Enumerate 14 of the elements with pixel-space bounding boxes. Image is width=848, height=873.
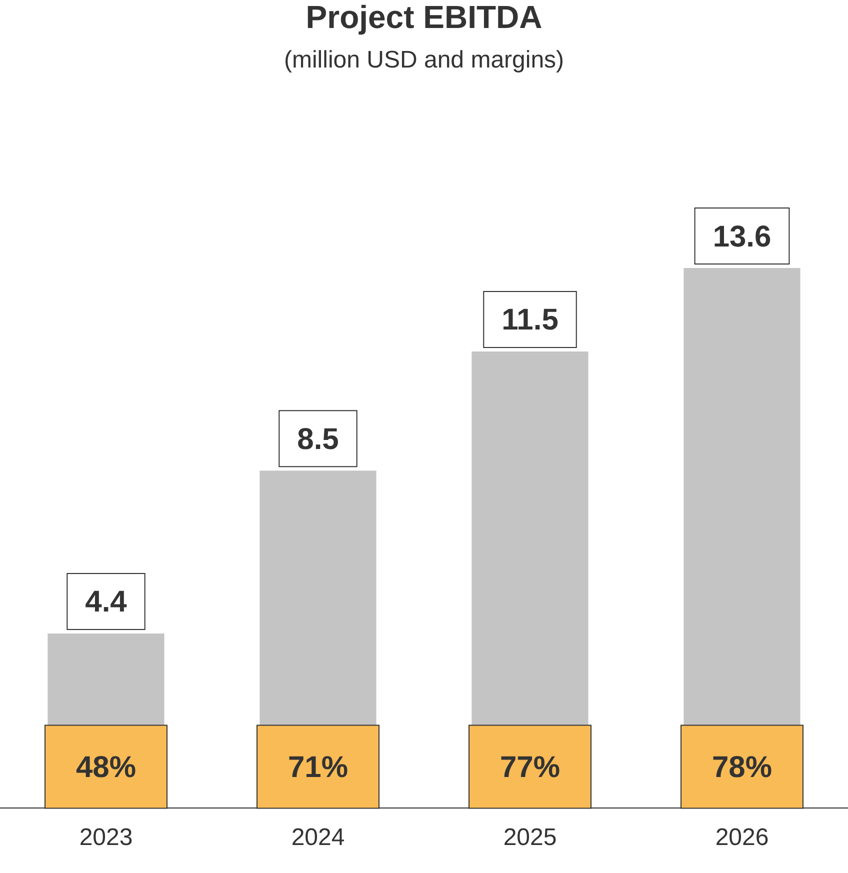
annotation: 77% [500, 750, 560, 784]
annotation: 78% [712, 750, 772, 784]
chart-subtitle: (million USD and margins) [284, 46, 564, 74]
x-tick-label: 2026 [715, 824, 769, 852]
x-tick-label: 2025 [503, 824, 557, 852]
x-tick-label: 2023 [79, 824, 133, 852]
data-label: 13.6 [712, 220, 772, 254]
data-label: 4.4 [85, 586, 128, 619]
annotation: 48% [76, 750, 136, 784]
chart-title: Project EBITDA [306, 0, 542, 36]
annotation: 71% [288, 750, 348, 784]
data-label: 8.5 [297, 422, 339, 456]
data-label: 11.5 [502, 304, 558, 337]
x-tick-label: 2024 [291, 824, 345, 852]
